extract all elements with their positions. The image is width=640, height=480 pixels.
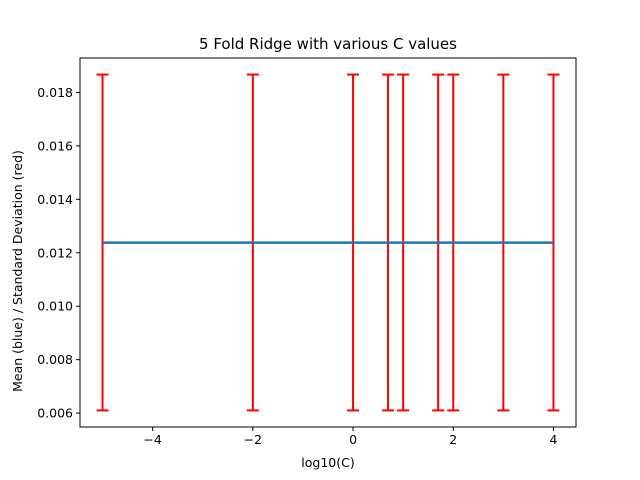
x-tick-label: 4 [549,432,557,447]
y-tick-label: 0.010 [37,299,73,314]
chart-title: 5 Fold Ridge with various C values [199,35,457,53]
x-tick-label: −2 [244,432,262,447]
y-tick-label: 0.014 [37,192,73,207]
plot-area: −4 −2 0 2 4 0.006 0.008 0.010 0.012 0.014 0.016 0.0… [37,57,577,447]
y-tick-label: 0.016 [37,138,73,153]
y-tick-label: 0.008 [37,352,73,367]
y-tick-label: 0.012 [37,245,73,260]
x-tick-label: 0 [349,432,357,447]
x-tick-label: 2 [449,432,457,447]
x-tick-label: −4 [143,432,161,447]
x-axis-label: log10(C) [301,455,354,470]
y-axis-label: Mean (blue) / Standard Deviation (red) [10,150,25,392]
y-tick-label: 0.006 [37,406,73,421]
y-tick-label: 0.018 [37,85,73,100]
axes-frame [79,57,577,428]
